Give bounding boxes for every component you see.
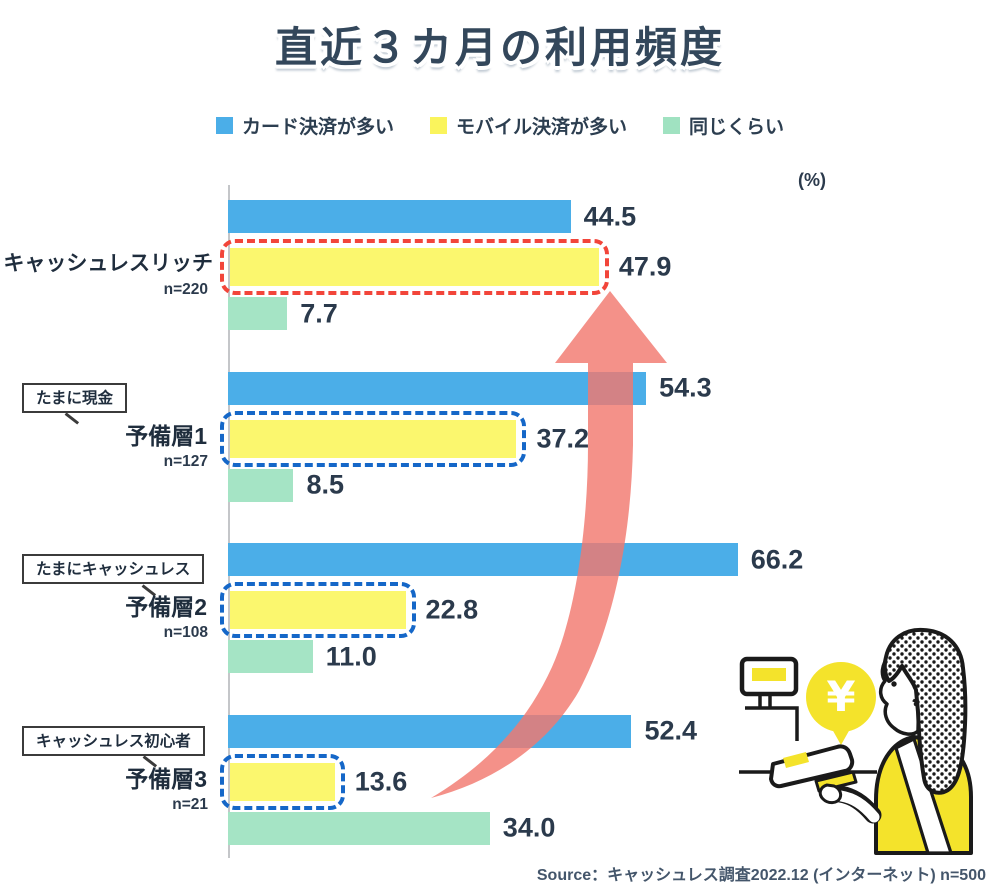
group-tag: たまに現金	[22, 382, 128, 425]
legend: カード決済が多い モバイル決済が多い 同じくらい	[0, 112, 1000, 139]
value-label-same: 8.5	[306, 469, 344, 500]
value-label-same: 34.0	[502, 812, 556, 843]
group-n: n=220	[163, 281, 208, 298]
group-name: 予備層2	[125, 594, 207, 620]
axis-baseline	[228, 185, 230, 858]
legend-swatch-mobile	[429, 117, 447, 134]
value-label-mobile: 22.8	[425, 594, 479, 625]
group-n: n=108	[163, 624, 208, 641]
group-n: n=21	[172, 795, 208, 813]
legend-item-same: 同じくらい	[663, 112, 784, 139]
highlight-box	[220, 753, 345, 810]
value-label-card: 66.2	[750, 544, 804, 574]
group-name: 予備層3	[125, 765, 207, 792]
legend-swatch-card	[215, 117, 233, 134]
bar-card	[228, 714, 632, 748]
bar-same	[228, 640, 313, 673]
legend-swatch-same	[663, 117, 680, 134]
legend-label-card: カード決済が多い	[241, 117, 394, 138]
legend-item-card: カード決済が多い	[215, 112, 394, 139]
value-label-card: 54.3	[659, 372, 712, 403]
value-label-mobile: 47.9	[618, 251, 672, 282]
bar-same	[228, 468, 294, 502]
value-label-mobile: 13.6	[354, 766, 408, 796]
bar-same	[228, 297, 288, 330]
group-tag: キャッシュレス初心者	[22, 725, 205, 768]
highlight-box	[220, 239, 609, 295]
tag-pointer	[64, 412, 80, 425]
bar-card	[228, 543, 738, 576]
value-label-card: 44.5	[583, 201, 637, 231]
legend-label-mobile: モバイル決済が多い	[455, 117, 627, 138]
woman-figure	[831, 627, 973, 855]
value-label-same: 11.0	[325, 641, 377, 671]
bar-mobile	[230, 591, 406, 629]
group-n: n=127	[163, 452, 208, 470]
bar-mobile	[230, 248, 599, 286]
highlight-box	[220, 410, 527, 467]
yen-bubble-icon: ¥	[806, 662, 876, 745]
legend-item-mobile: モバイル決済が多い	[429, 112, 627, 139]
group-tag: たまにキャッシュレス	[22, 554, 205, 596]
source-note: Source：キャッシュレス調査2022.12 (インターネット) n=500	[536, 867, 986, 884]
cash-register-icon	[739, 656, 877, 774]
group-name: 予備層1	[125, 422, 207, 449]
value-label-card: 52.4	[644, 715, 698, 746]
bar-mobile	[230, 419, 517, 458]
bar-card	[228, 371, 647, 405]
bar-same	[228, 811, 490, 845]
hand-icon	[818, 783, 843, 805]
bar-card	[228, 200, 571, 233]
payment-card-icon	[814, 770, 858, 793]
card-terminal-icon	[769, 744, 858, 805]
value-label-same: 7.7	[300, 298, 338, 328]
page-title: 直近３カ月の利用頻度	[274, 24, 725, 71]
payment-illustration: ¥	[739, 627, 973, 855]
svg-text:¥: ¥	[826, 672, 855, 721]
highlight-box	[220, 582, 416, 638]
unit-label: (%)	[798, 170, 826, 190]
bar-mobile	[230, 762, 335, 801]
group-name: キャッシュレスリッチ	[3, 252, 213, 275]
legend-label-same: 同じくらい	[689, 117, 785, 138]
value-label-mobile: 37.2	[536, 423, 589, 453]
